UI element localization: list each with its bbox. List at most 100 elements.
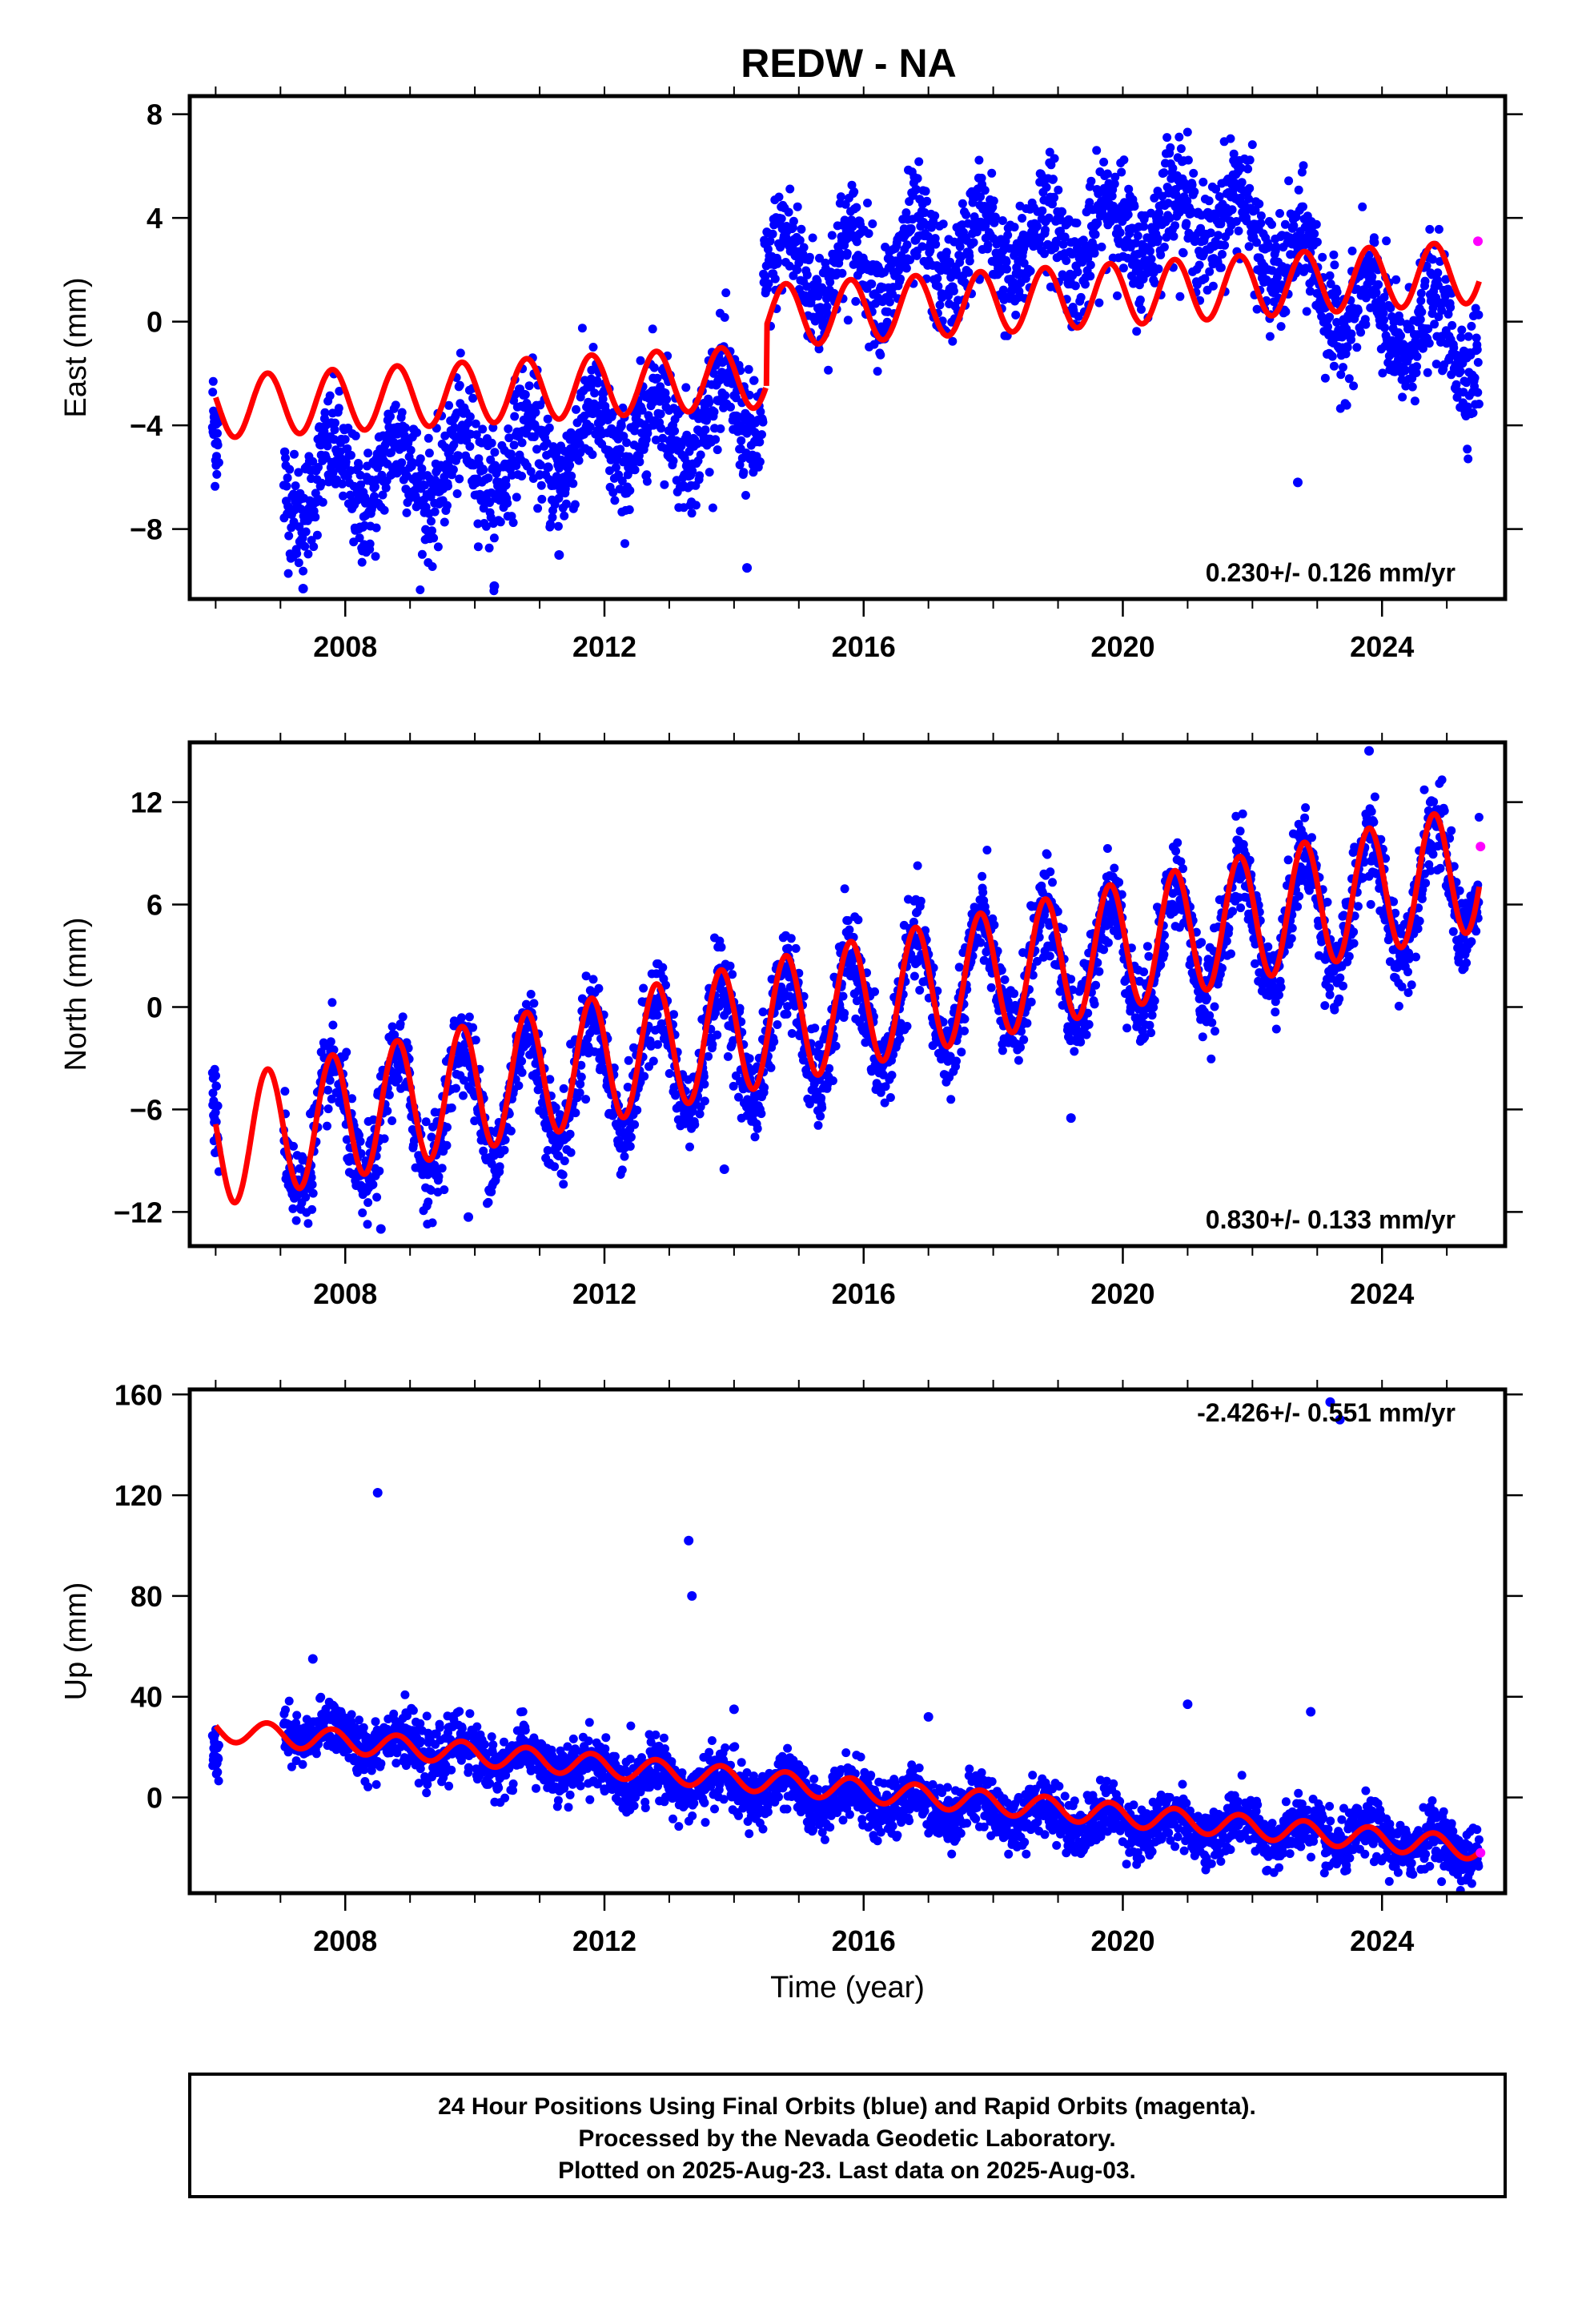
chart-1-final-point bbox=[626, 1132, 636, 1142]
chart-0-final-point bbox=[444, 400, 454, 410]
chart-0-final-point bbox=[1226, 134, 1235, 143]
chart-1-final-point bbox=[428, 1218, 437, 1228]
chart-1-final-point bbox=[394, 1074, 403, 1084]
chart-0-final-point bbox=[931, 239, 941, 249]
chart-0-final-point bbox=[1446, 303, 1456, 312]
chart-0-final-point bbox=[1058, 239, 1068, 249]
chart-1-final-point bbox=[1122, 1023, 1132, 1033]
chart-1-final-point bbox=[383, 1106, 392, 1116]
chart-0-final-point bbox=[526, 467, 536, 476]
chart-0-final-point bbox=[1195, 260, 1204, 270]
chart-0-final-point bbox=[330, 425, 339, 435]
chart-0-final-point bbox=[1283, 263, 1291, 273]
chart-0-final-point bbox=[764, 279, 773, 288]
chart-0-final-point bbox=[1234, 226, 1243, 235]
chart-0-final-point bbox=[1326, 279, 1335, 288]
chart-1-final-point bbox=[998, 1046, 1007, 1055]
chart-0-final-point bbox=[1367, 272, 1377, 281]
chart-0-final-point bbox=[1205, 267, 1215, 276]
chart-0-final-point bbox=[512, 493, 521, 502]
chart-0-final-point bbox=[691, 501, 701, 510]
chart-1-final-point bbox=[632, 1105, 642, 1115]
chart-1-final-point bbox=[1145, 1020, 1154, 1030]
chart-0-final-point bbox=[531, 408, 540, 417]
chart-0-final-point bbox=[408, 457, 417, 467]
chart-0-final-point bbox=[1299, 202, 1307, 211]
chart-0-final-point bbox=[406, 445, 416, 455]
chart-1-final-point bbox=[723, 1051, 733, 1061]
chart-0-final-point bbox=[472, 430, 481, 440]
chart-0-final-point bbox=[489, 533, 499, 543]
chart-1-final-point bbox=[427, 1132, 436, 1142]
chart-0-final-point bbox=[1041, 225, 1050, 235]
chart-0-final-point bbox=[756, 407, 765, 416]
chart-0-final-point bbox=[1379, 316, 1388, 324]
chart-0-final-point bbox=[479, 504, 488, 513]
chart-0-final-point bbox=[1312, 237, 1322, 247]
chart-1-final-point bbox=[280, 1087, 290, 1096]
chart-1-final-point bbox=[838, 991, 848, 1001]
chart-0-final-point bbox=[977, 173, 986, 183]
chart-0-final-point bbox=[696, 450, 705, 460]
figure-title: REDW - NA bbox=[741, 41, 956, 86]
chart-0-final-point bbox=[593, 378, 603, 388]
chart-0-final-point bbox=[211, 481, 220, 491]
chart-0-final-point bbox=[577, 324, 587, 333]
chart-0-final-point bbox=[517, 472, 527, 480]
chart-1-final-point bbox=[853, 915, 863, 925]
chart-0-final-point bbox=[1320, 373, 1330, 383]
chart-0-final-point bbox=[1113, 291, 1122, 300]
chart-0-final-point bbox=[670, 426, 680, 436]
chart-0-final-point bbox=[1472, 345, 1482, 355]
chart-0-final-point bbox=[1472, 333, 1481, 343]
chart-1-final-point bbox=[288, 1204, 298, 1213]
chart-0-final-point bbox=[1166, 143, 1175, 152]
chart-0-final-point bbox=[1067, 249, 1077, 259]
chart-0-final-point bbox=[1196, 223, 1206, 233]
chart-0-final-point bbox=[1252, 304, 1262, 314]
chart-1-final-point bbox=[208, 1088, 218, 1098]
chart-0-final-point bbox=[1110, 172, 1120, 182]
chart-1-final-point bbox=[1016, 1043, 1025, 1052]
chart-0-final-point bbox=[560, 511, 569, 521]
chart-0-final-point bbox=[1396, 331, 1405, 340]
chart-0-final-point bbox=[616, 421, 626, 431]
chart-0-final-point bbox=[371, 552, 380, 561]
chart-0-final-point bbox=[567, 471, 576, 480]
chart-1-final-point bbox=[1042, 850, 1052, 859]
chart-0-final-point bbox=[761, 272, 770, 282]
chart-0-final-point bbox=[1229, 149, 1239, 159]
chart-0-final-point bbox=[331, 418, 339, 428]
chart-0-final-point bbox=[479, 465, 488, 475]
chart-0-final-point bbox=[1090, 230, 1100, 239]
chart-0-final-point bbox=[1058, 207, 1067, 216]
chart-0-final-point bbox=[449, 440, 459, 449]
chart-1-final-point bbox=[329, 1045, 339, 1055]
chart-0-final-point bbox=[1418, 344, 1427, 353]
chart-0-final-point bbox=[814, 344, 824, 354]
chart-0-final-point bbox=[1441, 275, 1451, 284]
chart-0-final-point bbox=[1081, 279, 1090, 289]
chart-0-final-point bbox=[1072, 219, 1082, 227]
chart-0-final-point bbox=[1327, 352, 1337, 361]
chart-0-frame bbox=[187, 94, 1508, 601]
chart-0-final-point bbox=[802, 270, 812, 279]
chart-0-final-point bbox=[1416, 288, 1426, 298]
chart-0-final-point bbox=[1085, 198, 1094, 207]
chart-0-final-point bbox=[311, 513, 320, 522]
chart-0-final-point bbox=[901, 263, 911, 273]
chart-0-final-point bbox=[386, 412, 395, 421]
chart-0-final-point bbox=[1471, 304, 1480, 313]
chart-0-final-point bbox=[520, 390, 530, 400]
chart-1-final-point bbox=[620, 1152, 629, 1161]
chart-0-final-point bbox=[773, 257, 783, 267]
chart-1-final-point bbox=[576, 1080, 585, 1089]
chart-0-final-point bbox=[1092, 146, 1102, 155]
chart-1-final-point bbox=[782, 1009, 792, 1019]
chart-0-final-point bbox=[784, 207, 793, 217]
chart-0-final-point bbox=[429, 533, 439, 543]
chart-0-x-tick-label: 2012 bbox=[572, 630, 636, 663]
chart-1-final-point bbox=[1102, 844, 1112, 853]
chart-0-final-point bbox=[965, 256, 974, 266]
chart-0-final-point bbox=[1162, 133, 1172, 143]
